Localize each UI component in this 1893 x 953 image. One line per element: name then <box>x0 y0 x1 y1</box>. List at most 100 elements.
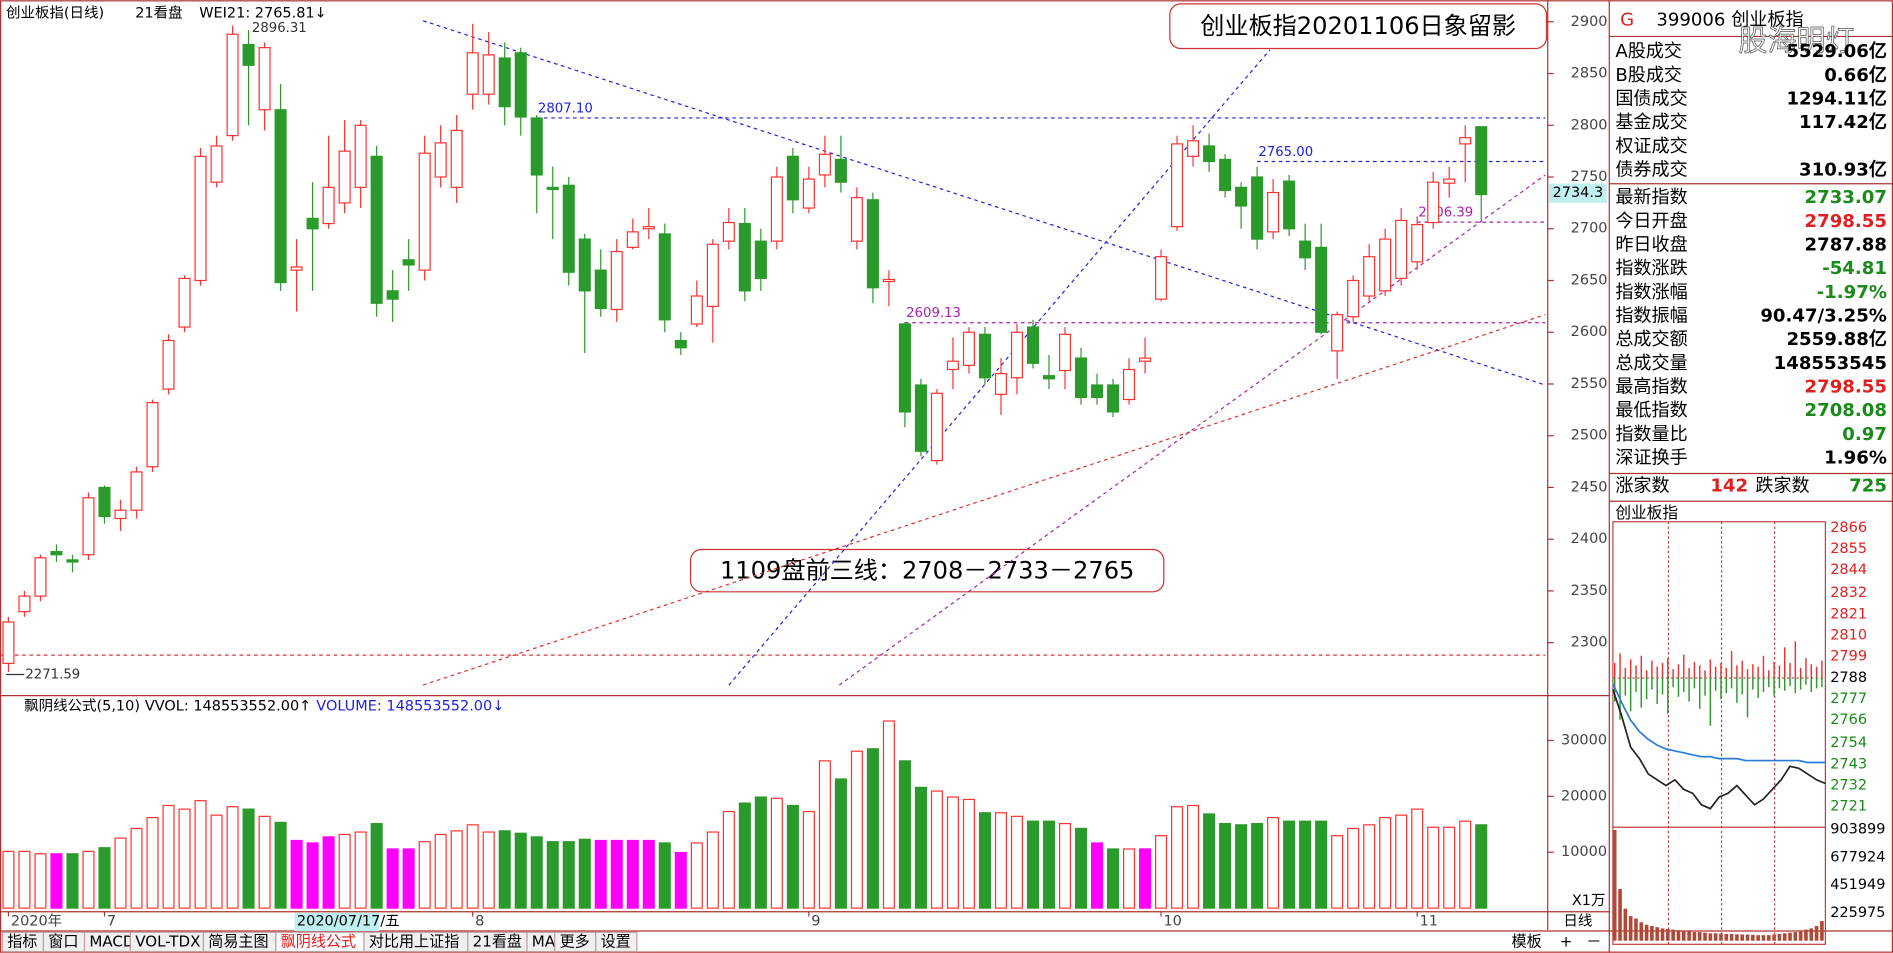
toolbar-button[interactable]: + <box>1560 932 1573 950</box>
quote-value: 0.97 <box>1842 424 1887 445</box>
tab-label[interactable]: MA <box>532 932 556 950</box>
quote-value: 2798.55 <box>1805 377 1887 398</box>
tab-label[interactable]: 简易主图 <box>208 932 268 950</box>
legend-item: 21看盘 <box>135 4 182 22</box>
volume-bar <box>978 812 991 909</box>
candle-body <box>1427 181 1440 224</box>
volume-bar <box>738 802 751 909</box>
quote-label: 涨家数 <box>1615 476 1669 497</box>
tab[interactable] <box>595 931 638 953</box>
quote-value: 2787.88 <box>1805 235 1887 256</box>
candle-body <box>338 150 351 204</box>
candle-body <box>450 129 463 188</box>
tab-label[interactable]: 窗口 <box>48 932 78 950</box>
volume-bar <box>130 827 143 909</box>
candle-body <box>178 277 191 328</box>
volume-bar <box>1443 826 1456 909</box>
volume-bar <box>1251 823 1264 909</box>
watermark: 股海明灯 <box>1738 23 1854 57</box>
quote-label: 深证换手 <box>1615 448 1687 469</box>
candle-body <box>1315 246 1328 333</box>
candle-body <box>514 52 527 118</box>
candle-body <box>802 178 815 209</box>
quote-label: 国债成交 <box>1615 88 1687 109</box>
tab-label[interactable]: 对比用上证指 <box>369 932 459 950</box>
mini-y-tick-label: 2777 <box>1830 691 1867 707</box>
candle-body <box>1411 224 1424 263</box>
candle-body <box>274 109 287 284</box>
volume-bar <box>450 830 463 909</box>
candle-body <box>658 233 671 321</box>
quote-value: 1294.11亿 <box>1786 87 1887 109</box>
volume-bar <box>882 720 895 909</box>
quote-code: 399006 创业板指 <box>1656 10 1803 31</box>
tab-label[interactable]: 设置 <box>601 932 631 950</box>
candle-body <box>370 155 383 304</box>
quote-value: 148553545 <box>1774 353 1887 374</box>
y-tick-label: 2750 <box>1571 169 1608 185</box>
candle-body <box>898 323 911 413</box>
quote-label: 跌家数 <box>1755 476 1809 497</box>
tab-label[interactable]: 指标 <box>7 932 37 950</box>
volume-bar <box>66 853 79 909</box>
volume-bar <box>546 841 559 909</box>
volume-bar <box>1299 820 1312 909</box>
candle-body <box>162 339 175 390</box>
mini-y-tick-label: 2821 <box>1830 606 1867 622</box>
candle-body <box>642 226 655 230</box>
candle-body <box>306 217 319 230</box>
cursor-label: 2020/07/17/五 <box>297 913 400 929</box>
mini-y-tick-label: 2832 <box>1830 585 1867 601</box>
candle-body <box>258 47 271 111</box>
candle-body <box>1267 191 1280 233</box>
volume-bar <box>1331 835 1344 909</box>
quote-label: 昨日收盘 <box>1615 235 1687 256</box>
volume-bar <box>850 750 863 909</box>
volume-bar <box>482 831 495 909</box>
tab-label[interactable]: 21看盘 <box>473 932 522 950</box>
level-label: 2807.10 <box>538 101 593 116</box>
toolbar-button[interactable]: 模板 <box>1512 932 1542 950</box>
toolbar-button[interactable]: － <box>1586 932 1601 950</box>
candle-body <box>914 384 927 452</box>
candle-body <box>482 54 495 95</box>
quote-value: 2559.88亿 <box>1786 328 1887 350</box>
volume-bar <box>114 837 127 909</box>
quote-label: 指数涨跌 <box>1615 258 1687 279</box>
mini-vol-tick-label: 677924 <box>1830 849 1885 865</box>
volume-bar <box>1203 813 1216 909</box>
candle-body <box>978 333 991 379</box>
drawn-lines: 2807.10 2765.00 2609.13 2706.39 <box>0 20 1546 686</box>
volume-bar <box>706 831 719 909</box>
candle-body <box>738 222 751 292</box>
volume-bar <box>994 812 1008 909</box>
tab-label[interactable]: 飘阴线公式 <box>281 932 356 950</box>
candle-body <box>1042 375 1056 380</box>
volume-bar <box>594 839 607 909</box>
quote-label: 总成交额 <box>1615 329 1687 350</box>
volume-bar <box>370 823 383 909</box>
y-tick-label: 30000 <box>1561 732 1607 748</box>
level-label: 2609.13 <box>906 306 961 321</box>
candle-body <box>98 486 111 518</box>
volume-bar <box>1283 820 1296 909</box>
volume-bar <box>210 814 223 909</box>
tab-label[interactable]: VOL-TDX <box>135 932 200 950</box>
candle-body <box>130 471 143 511</box>
volume-bar <box>610 839 623 909</box>
tab-label[interactable]: 更多 <box>560 932 590 950</box>
candle-body <box>34 557 47 597</box>
volume-bar <box>1090 842 1104 909</box>
candle-body <box>962 331 975 366</box>
mini-y-tick-label: 2866 <box>1830 520 1867 536</box>
candle-body <box>882 278 895 283</box>
intraday-line <box>1612 689 1826 810</box>
quote-label: A股成交 <box>1615 41 1682 62</box>
candle-body <box>210 145 223 183</box>
tab-label[interactable]: MACD <box>89 932 134 950</box>
quote-value: 117.42亿 <box>1799 111 1887 133</box>
candle-body <box>226 33 239 137</box>
